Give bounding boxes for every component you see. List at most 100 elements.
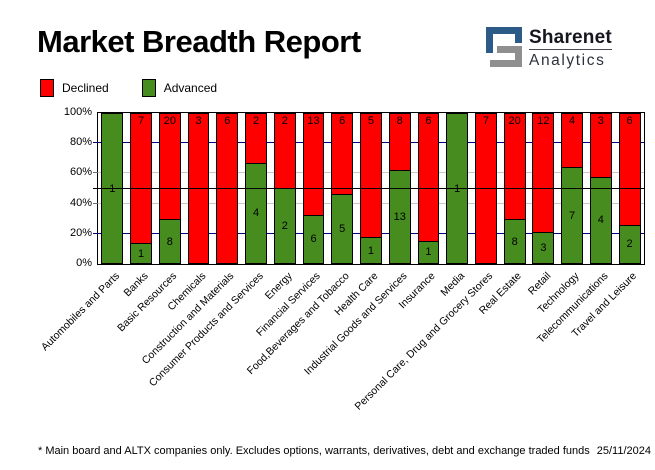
bar-slot: 12 3: [529, 113, 558, 264]
advanced-segment: [562, 167, 583, 263]
y-tick-60: [93, 172, 98, 174]
bar-slot: 1: [443, 113, 472, 264]
bar-13: 7: [475, 113, 497, 264]
advanced-value-label: 1: [138, 247, 145, 260]
bar-slot: 7: [472, 113, 501, 264]
advanced-value-label: 8: [511, 235, 518, 248]
bar-slot: 3: [184, 113, 213, 264]
advanced-segment: [332, 194, 353, 263]
bar-slot: 6: [213, 113, 242, 264]
bar-slot: 20 8: [155, 113, 184, 264]
declined-swatch-icon: [40, 79, 54, 97]
advanced-value-label: 1: [425, 246, 432, 259]
logo-gray-shape: [490, 46, 522, 67]
declined-value-label: 8: [396, 115, 403, 127]
page-title: Market Breadth Report: [37, 24, 361, 59]
advanced-segment: [504, 219, 525, 263]
y-axis-labels: 100% 80% 60% 40% 20% 0%: [28, 106, 92, 269]
bar-slot: 20 8: [500, 113, 529, 264]
y-axis-label-100: 100%: [63, 106, 92, 118]
declined-value-label: 20: [163, 115, 176, 127]
plot-area: 1 7 1 20 8 3 6 2 4 2 2 13 6 6 5 5 1 8 13 6 1 1 7 20 8 12 3 4 7 3 4 6 2: [93, 112, 645, 265]
declined-value-label: 7: [482, 115, 489, 127]
legend-item-advanced: Advanced: [141, 79, 218, 97]
bar-0: 1: [101, 113, 124, 264]
advanced-value-label: 8: [166, 235, 173, 248]
legend-item-declined: Declined: [40, 79, 109, 97]
advanced-value-label: 2: [281, 219, 288, 232]
bar-4: 6: [216, 113, 239, 264]
declined-value-label: 3: [597, 115, 604, 127]
logo-blue-shape: [486, 27, 522, 53]
declined-value-label: 4: [569, 115, 576, 127]
advanced-segment: [361, 237, 381, 263]
advanced-value-label: 7: [569, 209, 576, 222]
footnote: * Main board and ALTX companies only. Ex…: [38, 445, 590, 457]
advanced-value-label: 4: [252, 207, 260, 220]
bar-slot: 13 6: [299, 113, 328, 264]
bar-slot: 1: [98, 113, 127, 264]
logo-divider: [529, 49, 612, 50]
advanced-value-label: 5: [339, 223, 346, 236]
legend-label-advanced: Advanced: [163, 81, 218, 95]
declined-value-label: 6: [339, 115, 346, 127]
bar-14: 20 8: [503, 113, 526, 264]
logo-sub-name: Analytics: [529, 52, 606, 69]
bar-15: 12 3: [532, 113, 555, 264]
advanced-segment: [389, 169, 410, 263]
x-axis-label: Automobiles and Parts: [38, 270, 122, 354]
advanced-value-label: 4: [597, 214, 604, 227]
y-tick-80: [93, 142, 98, 144]
logo-brand-name: Sharenet: [529, 27, 612, 48]
declined-value-label: 12: [537, 115, 550, 127]
bar-10: 8 13: [388, 113, 411, 264]
chart-legend: Declined Advanced: [40, 79, 217, 97]
advanced-value-label: 1: [367, 244, 375, 257]
advanced-segment: [533, 232, 554, 263]
declined-value-label: 13: [307, 115, 320, 127]
advanced-segment: [418, 240, 439, 263]
advanced-segment: [131, 243, 152, 263]
bar-12: 1: [446, 113, 469, 264]
reference-line-50pct: [93, 187, 644, 189]
y-axis-label-40: 40%: [69, 196, 92, 209]
bar-slot: 8 13: [385, 113, 414, 264]
declined-value-label: 6: [626, 115, 633, 127]
sharenet-logo: Sharenet Analytics: [486, 27, 612, 69]
y-axis-label-0: 0%: [76, 257, 92, 269]
legend-label-declined: Declined: [62, 81, 109, 95]
bars: 1 7 1 20 8 3 6 2 4 2 2 13 6 6 5 5 1 8 13 6 1 1 7 20 8 12 3 4 7 3 4 6 2: [98, 113, 644, 264]
declined-value-label: 2: [252, 115, 260, 127]
advanced-segment: [303, 214, 324, 263]
advanced-value-label: 1: [109, 182, 116, 195]
declined-value-label: 3: [195, 115, 202, 127]
y-axis-label-20: 20%: [69, 226, 92, 239]
y-axis-label-60: 60%: [69, 166, 92, 179]
advanced-segment: [590, 176, 611, 263]
declined-value-label: 6: [425, 115, 432, 127]
bar-2: 20 8: [158, 113, 181, 264]
bar-7: 13 6: [302, 113, 325, 264]
sharenet-logo-icon: [486, 27, 522, 67]
declined-value-label: 7: [138, 115, 145, 127]
advanced-swatch-icon: [141, 79, 156, 97]
advanced-value-label: 3: [540, 242, 547, 255]
y-axis-label-80: 80%: [69, 136, 92, 149]
